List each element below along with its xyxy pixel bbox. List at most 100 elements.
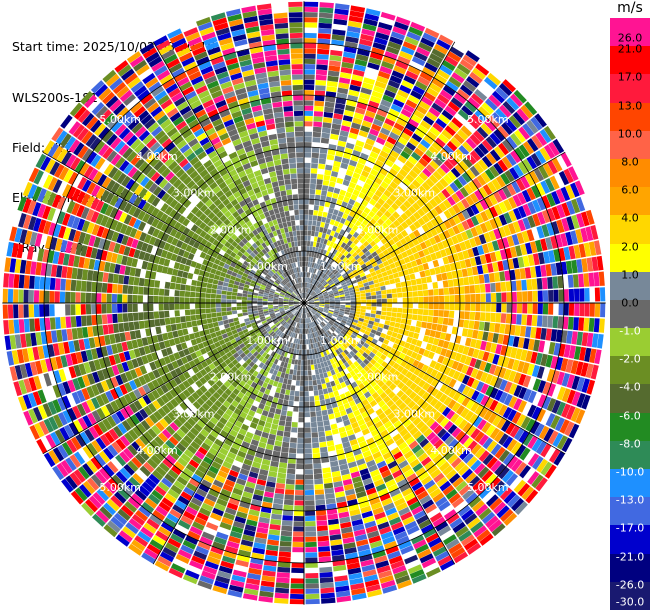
velocity-gate [515,348,523,360]
velocity-gate [335,3,350,10]
velocity-gate [311,309,316,314]
velocity-gate [263,324,270,329]
velocity-gate [490,343,497,354]
velocity-gate [494,216,503,228]
velocity-gate [327,70,340,77]
velocity-gate [324,283,329,288]
velocity-gate [389,150,400,159]
velocity-gate [375,137,386,146]
velocity-gate [189,560,204,570]
velocity-gate [332,374,338,381]
velocity-gate [566,200,576,215]
velocity-gate [298,349,302,355]
velocity-gate [499,249,507,260]
velocity-gate [421,205,430,214]
velocity-gate [167,537,182,549]
velocity-gate [370,271,377,277]
velocity-gate [148,311,154,320]
velocity-gate [436,69,450,80]
velocity-gate [206,470,217,479]
velocity-gate [207,370,216,379]
velocity-gate [358,157,367,165]
velocity-gate [248,329,255,335]
velocity-gate [119,396,129,407]
velocity-gate [396,224,405,233]
velocity-gate [330,352,336,359]
velocity-gate [128,518,142,530]
velocity-gate [332,554,345,562]
velocity-gate [325,251,330,257]
velocity-gate [333,390,340,397]
velocity-gate [99,434,111,447]
velocity-gate [421,475,433,486]
velocity-gate [345,104,356,112]
velocity-gate [355,378,362,386]
velocity-gate [379,575,394,584]
velocity-gate [374,395,383,404]
velocity-gate [551,157,563,172]
velocity-gate [355,300,361,303]
velocity-gate [372,244,380,251]
velocity-gate [262,307,268,310]
velocity-gate [566,216,575,231]
velocity-gate [369,540,383,549]
velocity-gate [324,234,330,240]
velocity-gate [266,318,272,322]
velocity-gate [177,549,192,560]
velocity-gate [553,249,561,262]
velocity-gate [540,180,551,194]
velocity-gate [436,414,446,424]
velocity-gate [327,342,333,348]
velocity-gate [281,367,287,374]
velocity-gate [361,510,373,519]
velocity-gate [325,498,336,505]
velocity-gate [408,205,417,215]
velocity-gate [304,48,316,54]
velocity-gate [350,514,362,522]
velocity-gate [356,323,362,328]
velocity-gate [479,284,486,293]
velocity-gate [276,314,282,319]
velocity-gate [234,483,245,491]
velocity-gate [422,499,435,510]
velocity-gate [73,469,86,483]
velocity-gate [314,105,324,112]
velocity-gate [287,468,296,475]
velocity-gate [494,204,503,216]
velocity-gate [394,21,409,31]
velocity-gate [267,534,280,541]
velocity-gate [278,325,284,330]
velocity-gate [304,240,307,246]
velocity-gate [445,80,459,92]
velocity-gate [241,369,249,376]
velocity-gate [311,437,319,443]
velocity-gate [304,69,315,75]
velocity-gate [494,323,501,333]
velocity-gate [411,338,418,346]
velocity-gate [278,556,291,563]
velocity-gate [111,304,118,314]
velocity-gate [328,523,340,531]
velocity-gate [280,344,285,351]
velocity-gate [493,162,504,175]
velocity-gate [221,333,228,339]
velocity-gate [402,406,411,415]
velocity-gate [353,361,360,368]
velocity-gate [23,378,32,393]
velocity-gate [369,497,381,506]
velocity-gate [268,329,274,335]
velocity-gate [462,250,470,260]
velocity-gate [444,264,452,272]
velocity-gate [362,226,370,234]
velocity-gate [315,405,321,412]
velocity-gate [304,474,314,480]
velocity-gate [121,361,130,372]
velocity-gate [399,203,408,212]
velocity-gate [464,410,474,422]
velocity-gate [531,185,541,199]
velocity-gate [531,135,543,149]
velocity-gate [446,513,460,525]
velocity-gate [376,210,384,218]
velocity-gate [543,251,551,264]
velocity-gate [92,492,106,505]
